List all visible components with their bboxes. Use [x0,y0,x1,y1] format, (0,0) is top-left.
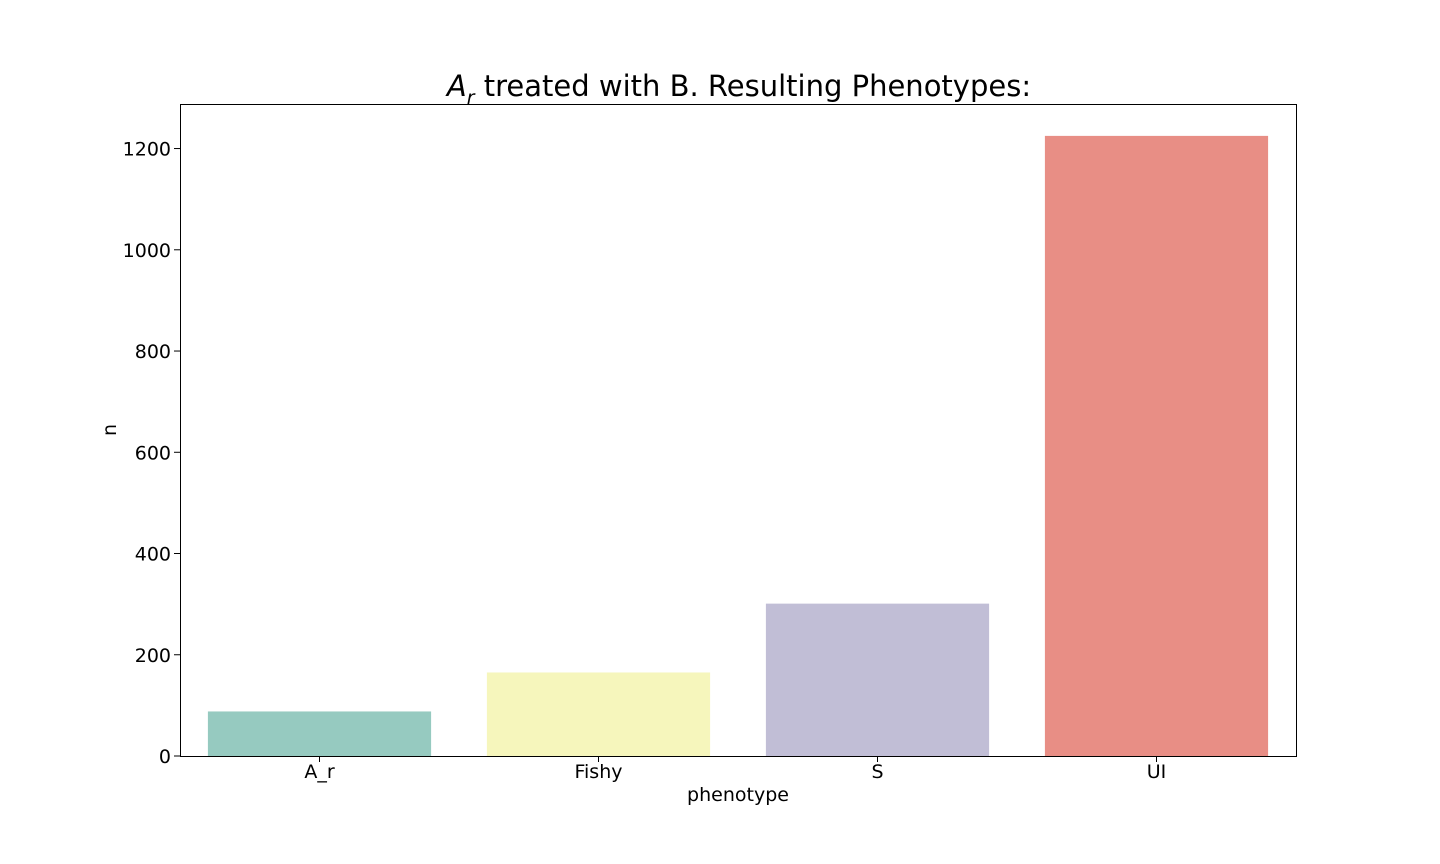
y-tick-label: 0 [159,746,171,768]
y-tick-label: 1200 [123,139,171,161]
bars-layer [207,135,1269,757]
x-tick-label: UI [1147,761,1167,783]
plot-frame [180,104,1297,757]
x-axis-label: phenotype [687,784,789,806]
x-axis-ticks: A_r Fishy S UI [304,756,1166,783]
bar-a-r [207,711,432,756]
chart-title: Ar treated with B. Resulting Phenotypes: [445,69,1031,109]
bar-ui [1044,135,1269,757]
y-axis-label: n [99,424,121,436]
bar-fishy [486,672,711,756]
y-axis-ticks: 0 200 400 600 800 1000 1200 [123,139,180,768]
x-tick-label: Fishy [574,761,622,783]
title-math-base: A [445,69,467,103]
y-tick-label: 600 [135,442,171,464]
x-tick-label: A_r [304,761,334,783]
bar-s [765,603,990,756]
title-rest: treated with B. Resulting Phenotypes: [475,69,1032,103]
x-tick-label: S [871,761,883,783]
y-tick-label: 1000 [123,240,171,262]
y-tick-label: 800 [135,341,171,363]
y-tick-label: 200 [135,645,171,667]
title-math-sub: r [467,87,476,109]
y-tick-label: 400 [135,544,171,566]
